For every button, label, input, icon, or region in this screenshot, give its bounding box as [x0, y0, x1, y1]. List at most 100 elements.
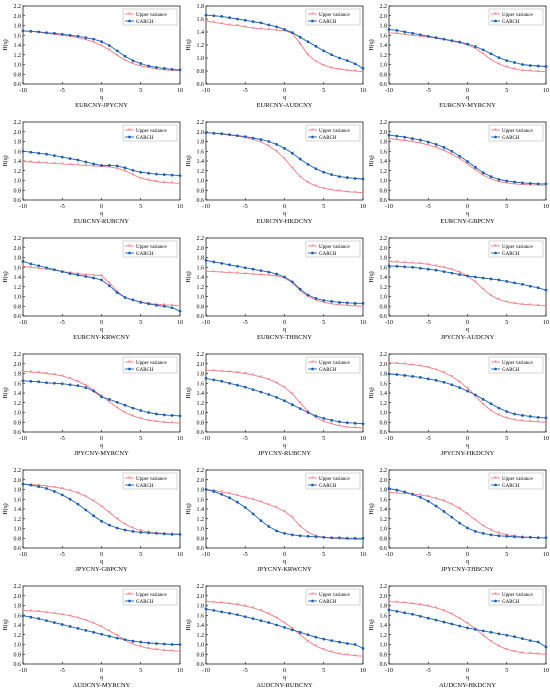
- garch-point: [60, 270, 64, 274]
- y-axis-label: H(q): [185, 271, 192, 282]
- garch-point: [434, 36, 438, 40]
- upper-variance-point: *: [252, 373, 255, 379]
- upper-variance-point: *: [388, 361, 391, 367]
- upper-variance-point: *: [116, 406, 119, 412]
- upper-variance-point: *: [76, 491, 79, 497]
- chart-title: EURCNY-MYRCNY: [439, 102, 496, 109]
- garch-point: [338, 536, 341, 540]
- garch-point: [361, 67, 365, 70]
- legend-garch-marker: [311, 19, 314, 23]
- y-tick-label: 2.2: [380, 468, 388, 474]
- legend-garch-label: GARCH: [136, 136, 154, 141]
- x-axis-label: q: [100, 675, 103, 681]
- garch-point: [283, 28, 286, 31]
- upper-variance-point: *: [212, 369, 215, 375]
- upper-variance-point: *: [92, 164, 95, 170]
- garch-point: [178, 309, 182, 313]
- y-tick-label: 0.6: [380, 198, 388, 204]
- garch-point: [473, 627, 477, 631]
- garch-point: [419, 376, 422, 379]
- garch-point: [228, 496, 231, 500]
- garch-point: [505, 59, 509, 62]
- upper-variance-point: *: [490, 294, 493, 300]
- x-tick-label: -5: [60, 436, 65, 442]
- garch-point: [458, 386, 462, 390]
- garch-point: [403, 30, 407, 34]
- garch-point: [442, 380, 446, 384]
- upper-variance-point: *: [482, 402, 485, 408]
- legend-upper-marker: *: [128, 12, 131, 18]
- garch-point: [442, 510, 446, 513]
- x-tick-label: 5: [139, 320, 142, 326]
- garch-point: [170, 306, 174, 310]
- x-tick-label: -10: [202, 320, 210, 326]
- garch-point: [76, 384, 80, 388]
- x-tick-label: 10: [177, 436, 183, 442]
- y-tick-label: 2.0: [14, 594, 22, 600]
- upper-variance-point: *: [474, 168, 477, 174]
- upper-variance-point: *: [403, 139, 406, 145]
- garch-point: [92, 389, 96, 393]
- y-tick-label: 0.6: [380, 546, 388, 552]
- upper-variance-point: *: [490, 639, 493, 645]
- upper-variance-point: *: [450, 267, 453, 273]
- garch-point: [353, 62, 357, 66]
- chart-panel: 0.6 0.8 1.0 1.2 1.4 1.6 1.8 2.0 2.2 -10 -5 0 5 10 q H(q…: [368, 468, 549, 573]
- garch-point: [68, 272, 72, 275]
- y-tick-label: 1.6: [380, 33, 388, 39]
- garch-point: [220, 379, 224, 383]
- garch-point: [442, 145, 446, 149]
- x-tick-label: -10: [19, 204, 27, 210]
- upper-variance-point: *: [228, 271, 231, 277]
- chart-title: AUDCNY-RUBCNY: [256, 682, 313, 689]
- legend-box: [305, 124, 361, 142]
- upper-variance-point: *: [76, 616, 79, 622]
- garch-point: [115, 49, 119, 53]
- garch-point: [131, 298, 135, 302]
- upper-variance-point: *: [490, 409, 493, 415]
- y-tick-label: 1.0: [197, 643, 205, 649]
- garch-point: [21, 379, 25, 383]
- legend: * Upper variance GARCH: [488, 588, 544, 606]
- garch-point: [345, 59, 349, 62]
- upper-variance-point: *: [419, 603, 422, 609]
- x-tick-label: 0: [100, 436, 103, 442]
- upper-variance-point: *: [53, 485, 56, 491]
- x-tick-label: 0: [466, 436, 469, 442]
- chart-title: JPYCNY-RUBCNY: [258, 450, 311, 457]
- garch-point: [220, 15, 224, 18]
- y-tick-label: 0.6: [14, 546, 22, 552]
- upper-variance-point: *: [466, 621, 469, 627]
- garch-point: [450, 149, 454, 153]
- garch-point: [147, 302, 151, 306]
- upper-variance-point: *: [458, 616, 461, 622]
- legend-garch-marker: [128, 251, 131, 255]
- upper-variance-point: *: [513, 302, 516, 308]
- x-tick-label: 10: [177, 204, 183, 210]
- upper-variance-point: *: [411, 363, 414, 369]
- x-axis-label: q: [283, 675, 286, 681]
- garch-point: [353, 643, 357, 646]
- x-tick-label: 5: [322, 204, 325, 210]
- legend-box: [488, 124, 544, 142]
- upper-variance-point: *: [458, 157, 461, 163]
- upper-variance-point: *: [322, 419, 325, 425]
- x-tick-label: 5: [139, 204, 142, 210]
- garch-point: [53, 381, 56, 385]
- garch-point: [345, 642, 349, 645]
- upper-variance-point: *: [100, 44, 103, 50]
- garch-point: [322, 49, 326, 53]
- garch-point: [322, 535, 326, 539]
- garch-point: [251, 512, 255, 516]
- x-tick-label: 10: [543, 88, 549, 94]
- upper-variance-point: *: [244, 136, 247, 142]
- garch-point: [298, 534, 302, 538]
- garch-point: [403, 374, 407, 377]
- upper-variance-point: *: [252, 138, 255, 144]
- upper-variance-point: *: [108, 281, 111, 287]
- garch-point: [204, 131, 208, 135]
- upper-variance-point: *: [450, 502, 453, 508]
- y-tick-label: 1.4: [197, 623, 205, 629]
- upper-variance-point: *: [330, 302, 333, 308]
- upper-variance-point: *: [537, 652, 540, 658]
